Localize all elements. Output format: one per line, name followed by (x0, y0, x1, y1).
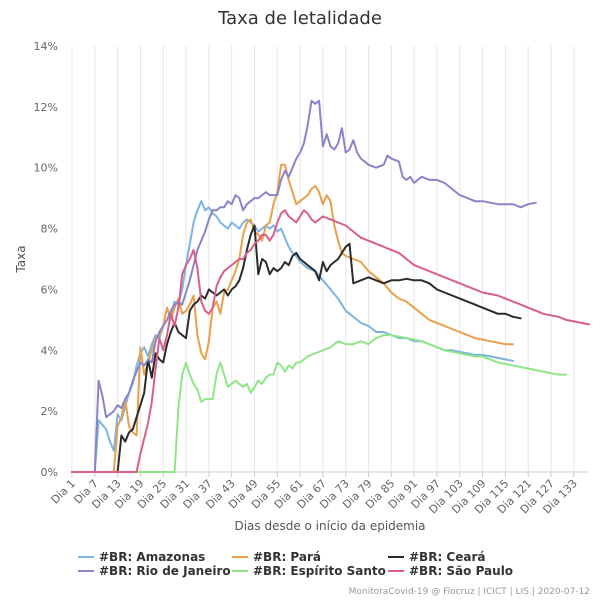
series-line-ceara (71, 224, 522, 473)
series-line-amazonas (71, 200, 514, 473)
legend-label: #BR: Amazonas (99, 550, 205, 564)
legend-item-sao-paulo[interactable]: #BR: São Paulo (388, 564, 513, 578)
series-line-rio-de-janeiro (71, 99, 537, 473)
x-axis-title: Dias desde o início da epidemia (234, 519, 425, 533)
y-tick-label: 6% (41, 283, 58, 296)
legend-label: #BR: Espírito Santo (253, 564, 386, 578)
legend[interactable]: #BR: Amazonas #BR: Pará #BR: Ceará #BR: Rio… (78, 550, 513, 578)
legend-label: #BR: Rio de Janeiro (99, 564, 231, 578)
chart-title: Taxa de letalidade (217, 8, 382, 29)
y-tick-label: 14% (34, 40, 58, 53)
y-tick-label: 4% (41, 344, 58, 357)
legend-item-ceara[interactable]: #BR: Ceará (388, 550, 485, 564)
y-tick-label: 12% (34, 101, 58, 114)
credits-text: MonitoraCovid-19 @ Fiocruz | ICICT | LIS… (349, 587, 590, 597)
grid-lines (71, 46, 589, 477)
series-line-espirito-santo (71, 334, 568, 473)
y-tick-label: 8% (41, 223, 58, 236)
series-lines (71, 99, 590, 473)
legend-item-espirito-santo[interactable]: #BR: Espírito Santo (232, 564, 386, 578)
y-tick-labels: 0% 2% 4% 6% 8% 10% 12% 14% (34, 40, 58, 479)
y-tick-label: 10% (34, 162, 58, 175)
legend-label: #BR: Pará (253, 550, 321, 564)
y-axis-title: Taxa (14, 245, 28, 273)
x-tick-label: Dia 1 (49, 477, 79, 507)
legend-item-para[interactable]: #BR: Pará (232, 550, 321, 564)
legend-label: #BR: São Paulo (409, 564, 513, 578)
y-tick-label: 2% (41, 405, 58, 418)
legend-label: #BR: Ceará (409, 550, 485, 564)
y-tick-label: 0% (41, 466, 58, 479)
legend-item-amazonas[interactable]: #BR: Amazonas (78, 550, 205, 564)
legend-item-rio-de-janeiro[interactable]: #BR: Rio de Janeiro (78, 564, 231, 578)
series-line-sao-paulo (71, 209, 590, 473)
series-line-para (71, 163, 514, 473)
